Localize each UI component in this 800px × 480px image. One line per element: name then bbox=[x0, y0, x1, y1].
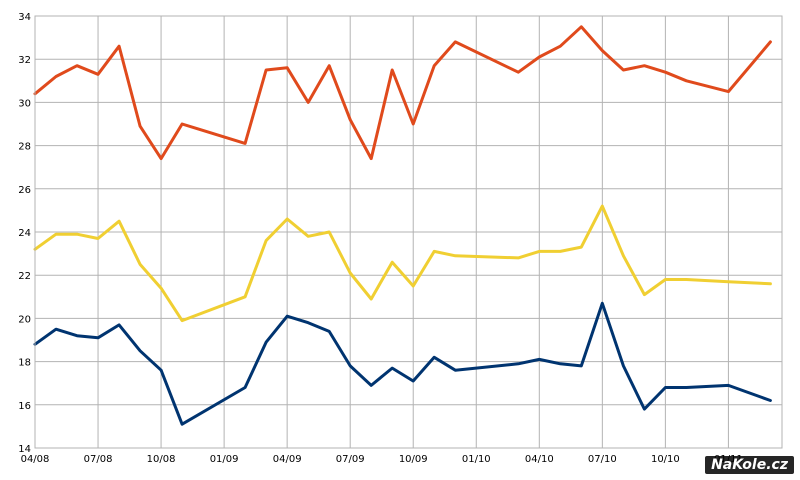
y-tick-label: 28 bbox=[18, 142, 31, 153]
x-tick-label: 04/09 bbox=[273, 454, 302, 465]
plot-border bbox=[34, 15, 783, 449]
x-tick-label: 10/09 bbox=[399, 454, 428, 465]
y-tick-label: 30 bbox=[18, 98, 31, 109]
x-tick-label: 04/08 bbox=[21, 454, 50, 465]
series-lines bbox=[33, 25, 772, 426]
x-tick-label: 07/08 bbox=[84, 454, 113, 465]
series-line-2 bbox=[33, 204, 772, 323]
series-line-1 bbox=[33, 25, 772, 161]
y-axis-labels: 14 16 18 20 22 24 26 28 30 32 34 bbox=[18, 12, 31, 455]
y-tick-label: 16 bbox=[18, 401, 31, 412]
series-line-3 bbox=[33, 301, 772, 426]
y-tick-label: 24 bbox=[18, 228, 31, 239]
watermark-logo: NaKole.cz bbox=[705, 456, 794, 474]
y-tick-label: 26 bbox=[18, 185, 31, 196]
y-tick-label: 20 bbox=[18, 314, 31, 325]
x-tick-label: 10/10 bbox=[651, 454, 680, 465]
x-tick-label: 01/09 bbox=[210, 454, 239, 465]
x-tick-label: 10/08 bbox=[147, 454, 176, 465]
x-tick-label: 07/09 bbox=[336, 454, 365, 465]
y-tick-label: 22 bbox=[18, 271, 31, 282]
x-tick-label: 01/10 bbox=[462, 454, 491, 465]
y-tick-label: 14 bbox=[18, 444, 31, 455]
y-tick-label: 32 bbox=[18, 55, 31, 66]
x-tick-label: 04/10 bbox=[525, 454, 554, 465]
x-tick-label: 07/10 bbox=[588, 454, 617, 465]
x-axis-labels: 04/08 07/08 10/08 01/09 04/09 07/09 10/09 01/10… bbox=[21, 454, 743, 465]
y-tick-label: 18 bbox=[18, 358, 31, 369]
y-tick-label: 34 bbox=[18, 12, 31, 23]
